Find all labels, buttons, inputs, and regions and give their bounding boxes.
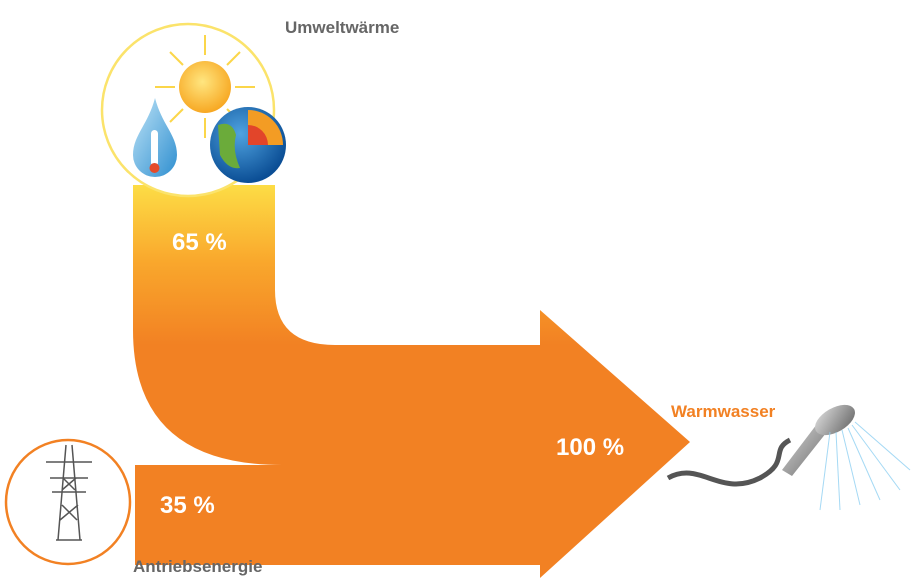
- node-label: Antriebsenergie: [133, 557, 262, 576]
- thermometer-bulb: [150, 163, 160, 173]
- node-share: 65 %: [172, 229, 227, 256]
- hose: [668, 440, 790, 484]
- node-label: Umweltwärme: [285, 18, 399, 37]
- node-share: 35 %: [160, 492, 215, 519]
- source-circle: [6, 440, 130, 564]
- water-spray: [820, 422, 910, 510]
- diagram: Umweltwärme 65 % 35 % Antriebsenergie Wa…: [0, 0, 914, 581]
- thermometer: [151, 130, 158, 166]
- node-label: Warmwasser: [671, 402, 776, 421]
- node-share: 100 %: [556, 434, 624, 461]
